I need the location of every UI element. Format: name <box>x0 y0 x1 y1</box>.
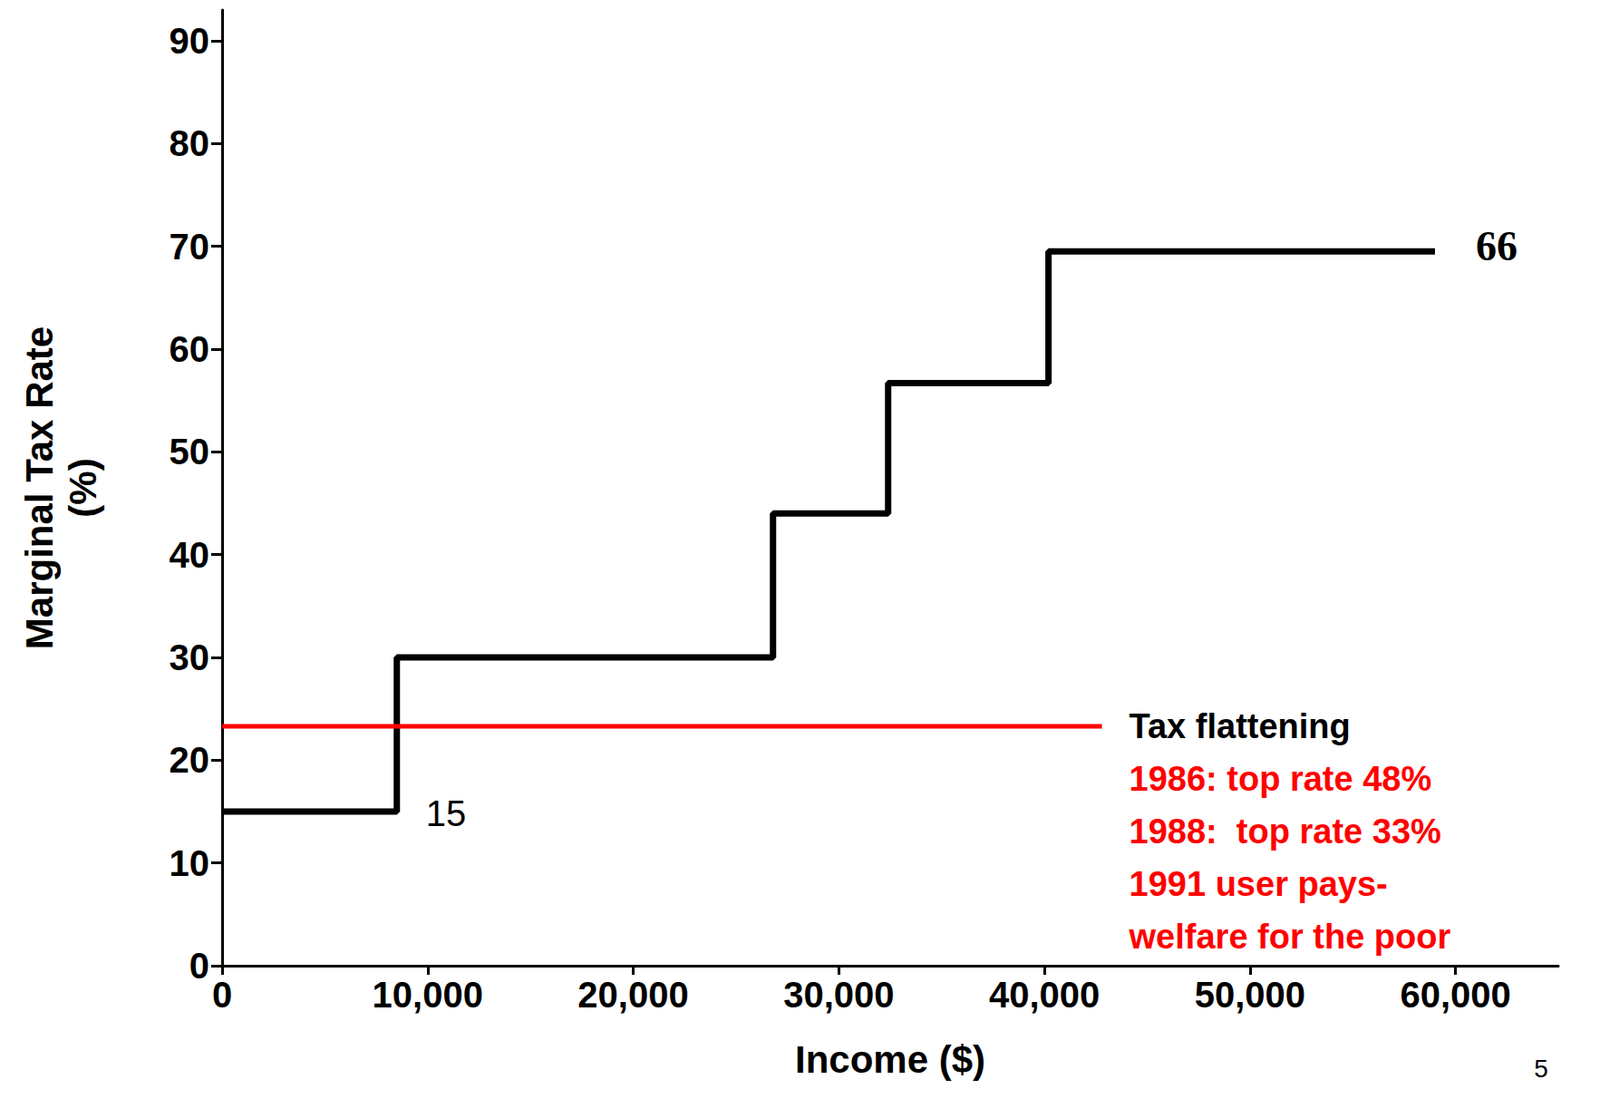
svg-text:Income ($): Income ($) <box>795 1037 986 1081</box>
svg-text:1986: top rate 48%: 1986: top rate 48% <box>1129 759 1433 798</box>
svg-text:0: 0 <box>189 945 210 986</box>
svg-text:30: 30 <box>169 637 211 678</box>
svg-text:0: 0 <box>212 974 233 1015</box>
svg-text:20: 20 <box>169 739 211 780</box>
svg-text:20,000: 20,000 <box>577 974 689 1015</box>
svg-text:40: 40 <box>169 534 211 575</box>
svg-text:50: 50 <box>169 431 211 472</box>
svg-text:1988: top rate 33%: 1988: top rate 33% <box>1129 812 1442 851</box>
svg-text:(%): (%) <box>61 457 105 517</box>
svg-text:Tax flattening: Tax flattening <box>1129 707 1351 746</box>
svg-text:15: 15 <box>426 793 467 834</box>
svg-text:60: 60 <box>169 329 211 369</box>
svg-text:70: 70 <box>169 226 211 267</box>
svg-text:5: 5 <box>1533 1054 1549 1083</box>
svg-text:1991 user pays-: 1991 user pays- <box>1129 864 1388 903</box>
svg-text:welfare for the poor: welfare for the poor <box>1128 917 1452 956</box>
svg-text:60,000: 60,000 <box>1399 974 1511 1015</box>
svg-text:40,000: 40,000 <box>989 974 1100 1015</box>
svg-text:10: 10 <box>169 843 211 883</box>
svg-text:80: 80 <box>169 123 211 164</box>
svg-text:50,000: 50,000 <box>1194 974 1306 1015</box>
svg-text:10,000: 10,000 <box>372 974 484 1015</box>
svg-text:90: 90 <box>169 20 211 61</box>
svg-text:Marginal Tax Rate: Marginal Tax Rate <box>18 326 61 650</box>
svg-text:66: 66 <box>1475 223 1518 270</box>
svg-text:30,000: 30,000 <box>783 974 894 1015</box>
